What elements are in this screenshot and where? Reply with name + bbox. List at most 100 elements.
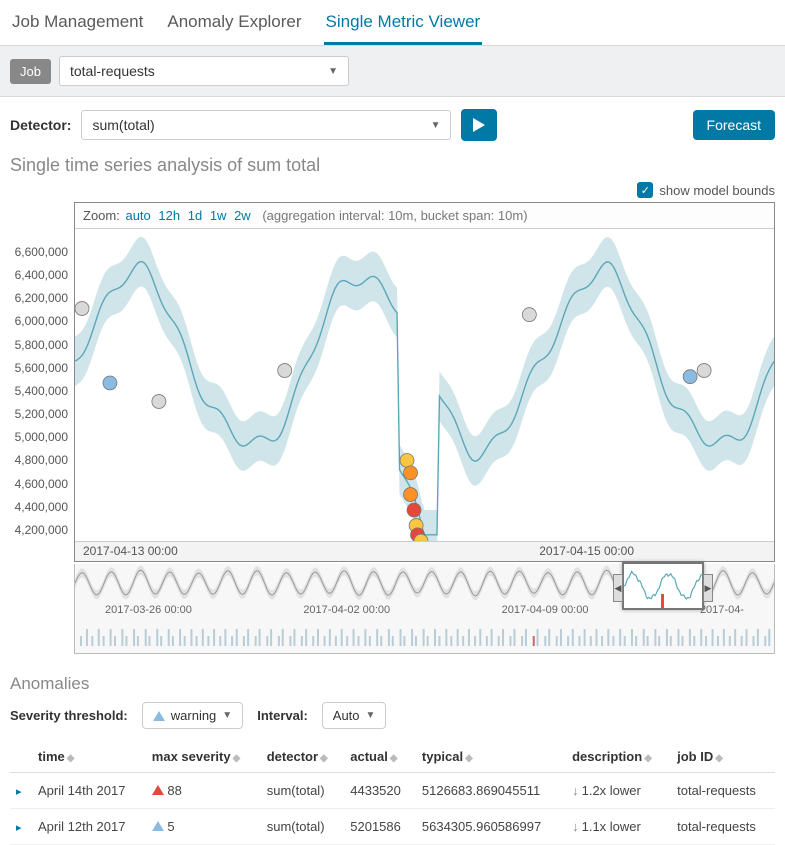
overview-swimlane (75, 618, 774, 646)
play-button[interactable] (461, 109, 497, 141)
job-label: Job (10, 59, 51, 84)
col-typical[interactable]: typical◆ (416, 741, 566, 773)
x-tick: 2017-04-13 00:00 (83, 544, 178, 561)
interval-label: Interval: (257, 708, 308, 723)
overview-window[interactable]: ◀ ▶ (622, 562, 704, 610)
y-tick: 4,200,000 (10, 524, 68, 536)
caret-down-icon: ▼ (222, 710, 232, 721)
chart-box[interactable]: Zoom: auto 12h 1d 1w 2w (aggregation int… (74, 202, 775, 562)
zoom-2w[interactable]: 2w (234, 208, 251, 223)
detector-row: Detector: sum(total) ▼ Forecast (0, 97, 785, 153)
y-tick: 5,800,000 (10, 339, 68, 351)
table-row: ▸ April 12th 2017 5 sum(total) 5201586 5… (10, 809, 775, 845)
cell-time: April 12th 2017 (32, 809, 146, 845)
anomaly-marker[interactable] (407, 503, 421, 517)
anomaly-marker[interactable] (522, 308, 536, 322)
tab-anomaly-explorer[interactable]: Anomaly Explorer (165, 8, 303, 45)
anomaly-marker[interactable] (103, 376, 117, 390)
anomaly-marker[interactable] (152, 395, 166, 409)
job-select[interactable]: total-requests ▼ (59, 56, 349, 86)
cell-job-id: total-requests (671, 773, 775, 809)
overview-chart[interactable]: 2017-03-26 00:00 2017-04-02 00:00 2017-0… (74, 564, 775, 654)
y-tick: 5,400,000 (10, 385, 68, 397)
cell-job-id: total-requests (671, 809, 775, 845)
forecast-button[interactable]: Forecast (693, 110, 775, 140)
anomalies-table: time◆ max severity◆ detector◆ actual◆ ty… (10, 741, 775, 845)
detector-label: Detector: (10, 117, 71, 133)
col-actual[interactable]: actual◆ (344, 741, 416, 773)
caret-down-icon: ▼ (366, 710, 376, 721)
zoom-12h[interactable]: 12h (158, 208, 180, 223)
zoom-1w[interactable]: 1w (210, 208, 227, 223)
cell-actual: 4433520 (344, 773, 416, 809)
chart-title: Single time series analysis of sum total (0, 153, 785, 182)
anomaly-marker[interactable] (404, 466, 418, 480)
x-tick: 2017-04-15 00:00 (539, 544, 634, 561)
y-tick: 5,600,000 (10, 362, 68, 374)
overview-handle-left[interactable]: ◀ (613, 574, 623, 602)
cell-description: ↓1.1x lower (566, 809, 671, 845)
detector-select[interactable]: sum(total) ▼ (81, 110, 451, 140)
severity-select[interactable]: warning ▼ (142, 702, 243, 729)
expand-row[interactable]: ▸ (16, 786, 22, 798)
overview-handle-right[interactable]: ▶ (703, 574, 713, 602)
arrow-down-icon: ↓ (572, 783, 579, 798)
tab-single-metric[interactable]: Single Metric Viewer (324, 8, 483, 45)
anomaly-marker[interactable] (404, 488, 418, 502)
show-bounds-label: show model bounds (659, 183, 775, 198)
col-max-severity[interactable]: max severity◆ (146, 741, 261, 773)
cell-time: April 14th 2017 (32, 773, 146, 809)
detector-select-value: sum(total) (92, 117, 154, 133)
anomaly-marker[interactable] (400, 453, 414, 467)
col-time[interactable]: time◆ (32, 741, 146, 773)
col-job-id[interactable]: job ID◆ (671, 741, 775, 773)
warning-icon (153, 711, 165, 721)
y-tick: 4,400,000 (10, 501, 68, 513)
show-bounds-checkbox[interactable]: ✓ (637, 182, 653, 198)
chart-plot[interactable] (75, 231, 774, 541)
zoom-1d[interactable]: 1d (188, 208, 202, 223)
severity-value: warning (171, 708, 217, 723)
cell-detector: sum(total) (261, 809, 345, 845)
y-tick: 6,600,000 (10, 246, 68, 258)
show-bounds-row: ✓ show model bounds (0, 182, 785, 202)
cell-actual: 5201586 (344, 809, 416, 845)
ov-date: 2017-04-09 00:00 (502, 604, 589, 616)
arrow-down-icon: ↓ (572, 819, 579, 834)
anomaly-marker[interactable] (75, 302, 89, 316)
expand-row[interactable]: ▸ (16, 822, 22, 834)
y-tick: 4,600,000 (10, 478, 68, 490)
play-icon (473, 118, 485, 132)
col-detector[interactable]: detector◆ (261, 741, 345, 773)
x-axis: 2017-04-13 00:00 2017-04-15 00:00 (75, 541, 774, 561)
interval-value: Auto (333, 708, 360, 723)
anomaly-marker[interactable] (683, 370, 697, 384)
caret-down-icon: ▼ (431, 120, 441, 131)
ov-date: 2017-03-26 00:00 (105, 604, 192, 616)
y-tick: 6,400,000 (10, 269, 68, 281)
tab-job-management[interactable]: Job Management (10, 8, 145, 45)
cell-description: ↓1.2x lower (566, 773, 671, 809)
ov-date: 2017-04-02 00:00 (303, 604, 390, 616)
anomaly-marker[interactable] (278, 364, 292, 378)
severity-icon (152, 785, 164, 795)
anomaly-controls: Severity threshold: warning ▼ Interval: … (0, 702, 785, 741)
anomalies-heading: Anomalies (0, 654, 785, 702)
y-tick: 4,800,000 (10, 454, 68, 466)
chart-area: 6,600,0006,400,0006,200,0006,000,0005,80… (0, 202, 785, 562)
col-description[interactable]: description◆ (566, 741, 671, 773)
anomaly-marker[interactable] (697, 364, 711, 378)
table-row: ▸ April 14th 2017 88 sum(total) 4433520 … (10, 773, 775, 809)
cell-typical: 5126683.869045511 (416, 773, 566, 809)
job-bar: Job total-requests ▼ (0, 46, 785, 97)
caret-down-icon: ▼ (328, 66, 338, 77)
severity-icon (152, 821, 164, 831)
aggregation-text: (aggregation interval: 10m, bucket span:… (262, 208, 527, 223)
y-tick: 5,200,000 (10, 408, 68, 420)
interval-select[interactable]: Auto ▼ (322, 702, 387, 729)
zoom-bar: Zoom: auto 12h 1d 1w 2w (aggregation int… (75, 203, 774, 229)
zoom-auto[interactable]: auto (125, 208, 150, 223)
severity-threshold-label: Severity threshold: (10, 708, 128, 723)
y-axis: 6,600,0006,400,0006,200,0006,000,0005,80… (10, 202, 74, 562)
cell-typical: 5634305.960586997 (416, 809, 566, 845)
